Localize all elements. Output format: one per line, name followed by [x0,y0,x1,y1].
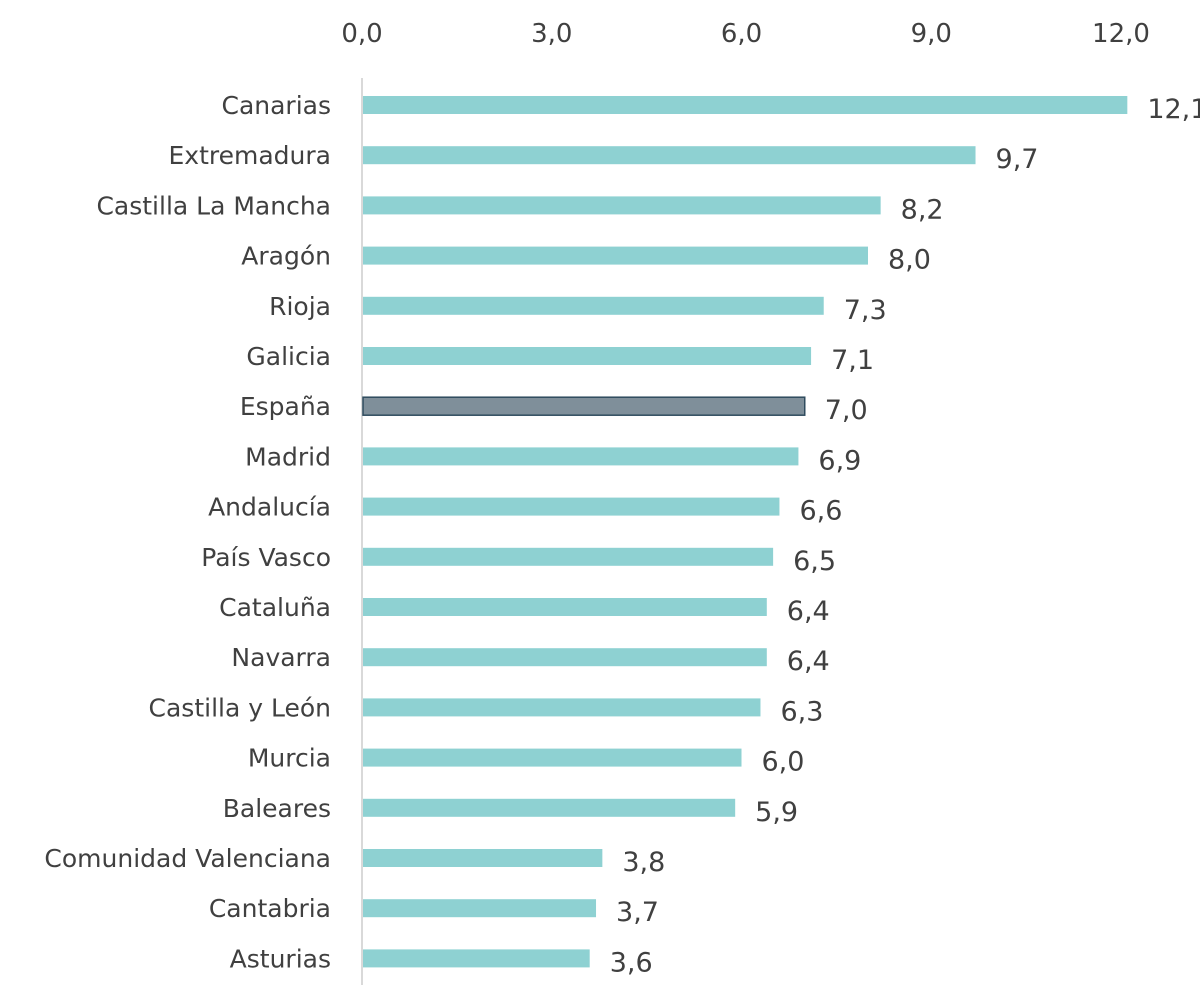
category-label: Comunidad Valenciana [44,844,331,873]
value-label: 3,6 [610,947,653,978]
category-label: País Vasco [201,543,331,572]
bar-castilla-y-leon [363,698,761,717]
value-label: 6,9 [818,445,861,476]
x-axis-ticks: 0,0 3,0 6,0 9,0 12,0 [341,19,1150,49]
value-label: 5,9 [755,797,798,828]
x-tick-label: 12,0 [1092,19,1150,49]
bar-cataluna [363,598,767,616]
x-tick-label: 6,0 [721,19,762,49]
x-tick-label: 3,0 [531,19,572,49]
value-label: 6,6 [799,496,842,527]
bar-canarias [363,96,1128,114]
value-label: 8,2 [901,194,944,225]
bar-asturias [363,949,590,968]
value-labels: 12,1 9,7 8,2 8,07,3 7,1 7,0 6,9 6,6 6,5 6,4 6,4 6,3… [610,94,1200,978]
value-label: 7,3 [844,295,887,326]
category-label: Asturias [230,944,331,973]
category-label: Aragón [241,242,331,271]
bar-rioja [363,296,824,315]
category-label: Castilla La Mancha [96,191,331,220]
category-labels: Canarias Extremadura Castilla La Mancha Ara… [44,91,331,973]
bar-navarra [363,648,767,667]
category-label: Extremadura [169,141,332,170]
category-label: Murcia [248,744,331,773]
category-label: Canarias [221,91,331,120]
category-label: España [240,392,331,421]
bar-murcia [363,748,742,767]
x-tick-label: 9,0 [911,19,952,49]
bar-pais-vasco [363,547,774,566]
bar-comunidad-valenciana [363,849,603,867]
value-label: 7,0 [825,395,868,426]
bar-aragon [363,246,868,265]
value-label: 7,1 [831,345,874,376]
bar-galicia [363,347,812,365]
value-label: 9,7 [996,144,1039,175]
bar-espana [362,396,806,416]
value-label: 6,4 [787,596,830,627]
bar-extremadura [363,146,976,165]
bars-group [362,96,1128,968]
bar-baleares [363,798,736,817]
value-label: 6,0 [762,747,805,778]
category-label: Madrid [245,442,331,471]
value-label: 6,5 [793,546,836,577]
category-label: Navarra [231,643,331,672]
bar-cantabria [363,899,597,918]
category-label: Cataluña [219,593,331,622]
category-label: Castilla y León [149,693,331,722]
bar-madrid [363,447,799,466]
value-label: 6,3 [780,696,823,727]
category-label: Baleares [223,794,331,823]
value-label: 12,1 [1147,94,1200,125]
value-label: 3,7 [616,897,659,928]
value-label: 8,0 [888,245,931,276]
category-label: Cantabria [209,894,331,923]
value-label: 6,4 [787,646,830,677]
category-label: Andalucía [208,493,331,522]
bar-andalucia [363,497,780,516]
bar-castilla-la-mancha [363,196,881,215]
x-tick-label: 0,0 [341,19,382,49]
category-label: Galicia [246,342,331,371]
category-label: Rioja [269,292,331,321]
value-label: 3,8 [622,847,665,878]
